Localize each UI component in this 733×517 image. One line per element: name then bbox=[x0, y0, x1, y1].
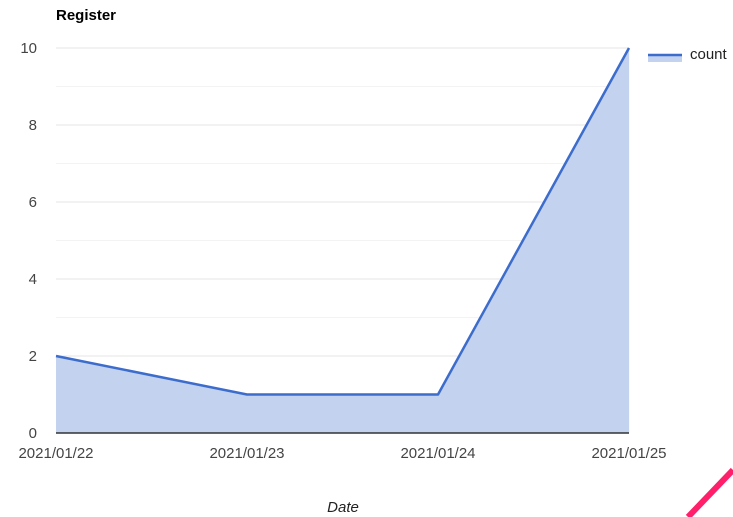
chart-title: Register bbox=[56, 7, 116, 24]
y-tick-label: 4 bbox=[29, 271, 37, 288]
series-line-count bbox=[55, 47, 631, 396]
legend: count bbox=[648, 46, 728, 63]
y-tick-label: 6 bbox=[29, 194, 37, 211]
x-tick-label: 2021/01/24 bbox=[400, 445, 475, 462]
x-tick-label: 2021/01/25 bbox=[591, 445, 666, 462]
legend-label: count bbox=[690, 46, 728, 63]
y-tick-label: 0 bbox=[29, 425, 37, 442]
y-axis-ticks: 0 2 4 6 8 10 bbox=[20, 40, 37, 442]
x-tick-label: 2021/01/23 bbox=[209, 445, 284, 462]
annotation-stroke bbox=[685, 467, 733, 517]
pink-stroke bbox=[685, 467, 733, 517]
y-tick-label: 2 bbox=[29, 348, 37, 365]
x-tick-label: 2021/01/22 bbox=[18, 445, 93, 462]
y-tick-label: 8 bbox=[29, 117, 37, 134]
plot-area bbox=[55, 47, 631, 434]
series-area-count bbox=[56, 48, 629, 433]
y-tick-label: 10 bbox=[20, 40, 37, 57]
legend-swatch-fill bbox=[648, 55, 682, 62]
x-axis-title: Date bbox=[327, 499, 359, 516]
x-axis-ticks: 2021/01/22 2021/01/23 2021/01/24 2021/01/25 bbox=[18, 445, 666, 462]
